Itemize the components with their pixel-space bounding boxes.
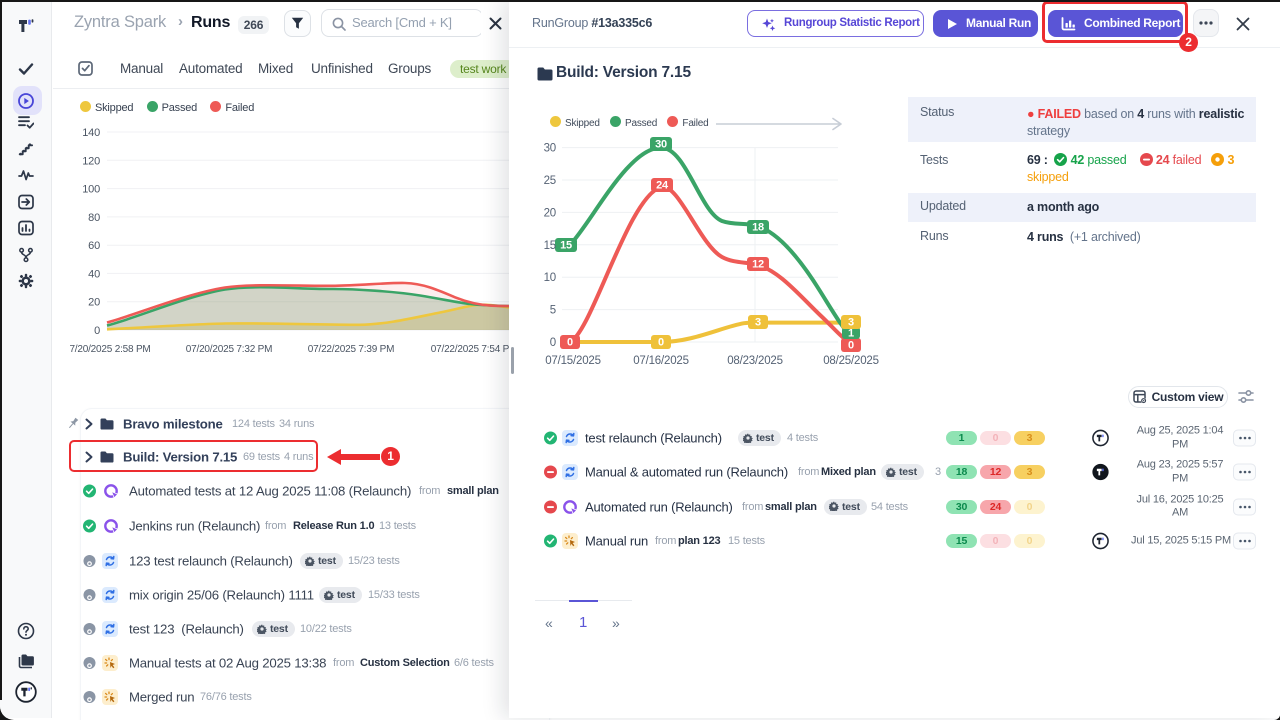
- svg-text:100: 100: [82, 184, 100, 196]
- svg-text:5: 5: [550, 305, 556, 317]
- svg-text:3: 3: [848, 317, 854, 329]
- svg-text:07/22/2025 7:54 PM: 07/22/2025 7:54 PM: [431, 344, 517, 355]
- svg-text:40: 40: [88, 268, 100, 280]
- svg-text:08/23/2025: 08/23/2025: [727, 355, 783, 367]
- svg-text:07/15/2025: 07/15/2025: [545, 355, 601, 367]
- svg-text:3: 3: [755, 317, 761, 329]
- svg-text:07/22/2025 7:39 PM: 07/22/2025 7:39 PM: [308, 344, 394, 355]
- svg-text:140: 140: [82, 127, 100, 139]
- svg-text:0: 0: [94, 325, 100, 337]
- svg-text:12: 12: [752, 259, 764, 271]
- svg-text:07/16/2025: 07/16/2025: [633, 355, 689, 367]
- svg-text:1: 1: [848, 328, 854, 340]
- svg-text:10: 10: [544, 272, 556, 284]
- svg-text:24: 24: [656, 180, 669, 192]
- svg-text:15: 15: [560, 240, 572, 252]
- svg-text:0: 0: [550, 337, 556, 349]
- svg-text:20: 20: [88, 297, 100, 309]
- svg-text:25: 25: [544, 175, 556, 187]
- svg-text:60: 60: [88, 240, 100, 252]
- svg-text:7/20/2025 2:58 PM: 7/20/2025 2:58 PM: [69, 344, 150, 355]
- svg-text:0: 0: [567, 337, 573, 349]
- svg-text:0: 0: [658, 337, 664, 349]
- svg-text:30: 30: [544, 143, 556, 155]
- svg-text:18: 18: [752, 222, 764, 234]
- svg-text:15: 15: [544, 240, 556, 252]
- svg-text:08/25/2025: 08/25/2025: [823, 355, 879, 367]
- svg-text:80: 80: [88, 212, 100, 224]
- svg-text:20: 20: [544, 207, 556, 219]
- svg-text:30: 30: [655, 139, 667, 151]
- svg-text:07/20/2025 7:32 PM: 07/20/2025 7:32 PM: [186, 344, 272, 355]
- svg-text:0: 0: [848, 340, 854, 352]
- svg-text:120: 120: [82, 155, 100, 167]
